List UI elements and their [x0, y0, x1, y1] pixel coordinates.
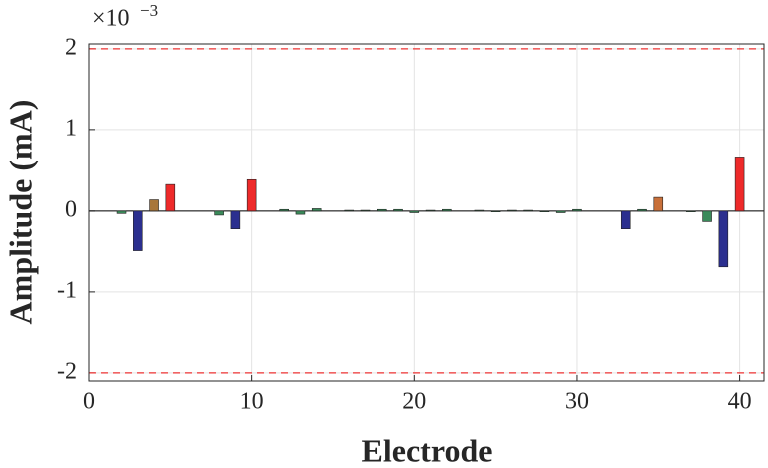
y-tick-label: 2: [65, 34, 77, 60]
bar: [246, 178, 257, 212]
bar: [686, 210, 696, 212]
bar: [442, 208, 452, 212]
bar: [214, 210, 224, 216]
y-tick-label: 1: [65, 115, 77, 141]
bar: [734, 157, 745, 212]
y-multiplier-exponent: −3: [140, 1, 158, 20]
x-tick-label: 10: [240, 389, 264, 415]
bar: [490, 210, 501, 212]
bar: [344, 209, 355, 212]
x-tick-label: 20: [402, 389, 426, 415]
bar: [637, 208, 647, 212]
y-axis-label: Amplitude (mA): [2, 100, 38, 325]
bar: [149, 199, 159, 212]
bar: [116, 210, 127, 214]
y-tick-label: -1: [57, 277, 77, 303]
bar: [311, 208, 322, 212]
bar: [620, 210, 631, 230]
bar: [230, 210, 241, 230]
y-tick-label: -2: [57, 358, 77, 384]
bar: [555, 210, 566, 213]
plot-frame: [88, 43, 765, 382]
bar: [165, 183, 176, 212]
bar: [653, 196, 664, 212]
x-tick-label: 30: [565, 389, 589, 415]
x-tick-label: 0: [83, 389, 95, 415]
bar: [507, 209, 517, 212]
bar: [572, 208, 582, 212]
x-axis-label: Electrode: [362, 432, 493, 468]
bar: [702, 210, 712, 222]
bar: [376, 208, 387, 212]
bar: [393, 208, 403, 212]
bar: [539, 210, 550, 212]
bar: [718, 210, 729, 268]
bar: [474, 209, 485, 212]
bar: [523, 209, 533, 212]
bar: [133, 210, 143, 251]
y-multiplier-base: ×10: [92, 6, 130, 32]
bar: [295, 210, 306, 215]
y-tick-label: 0: [65, 196, 77, 222]
bar: [360, 209, 371, 212]
bar: [279, 208, 289, 212]
x-tick-label: 40: [728, 389, 752, 415]
bar: [425, 209, 436, 212]
bar: [409, 210, 420, 213]
